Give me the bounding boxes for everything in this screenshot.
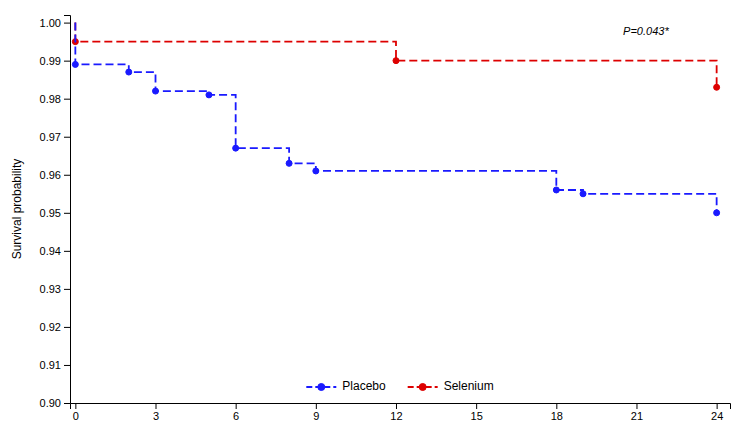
tick-label: 0.99: [40, 55, 61, 67]
tick-mark: [64, 61, 70, 62]
tick-label: 0.90: [40, 397, 61, 409]
tick-label: 0: [73, 410, 79, 422]
marker: [72, 61, 78, 67]
marker: [233, 145, 239, 151]
legend-item: Selenium: [408, 379, 494, 393]
tick-mark: [396, 403, 397, 409]
tick-label: 3: [153, 410, 159, 422]
tick-mark: [64, 23, 70, 24]
marks: [72, 23, 719, 216]
tick: 0: [73, 403, 79, 422]
tick-label: 0.97: [40, 131, 61, 143]
tick-mark: [64, 327, 70, 328]
marker: [553, 187, 559, 193]
marker: [206, 92, 212, 98]
legend-item: Placebo: [306, 379, 386, 393]
tick-label: 0.92: [40, 321, 61, 333]
tick: 24: [711, 403, 723, 422]
tick-mark: [64, 137, 70, 138]
tick: 0.99: [40, 55, 70, 67]
legend-label: Placebo: [342, 379, 386, 393]
tick-label: 1.00: [40, 17, 61, 29]
tick-mark: [64, 175, 70, 176]
marker: [714, 210, 720, 216]
chart: 036912151821240.900.910.920.930.940.950.…: [0, 0, 750, 438]
marker: [286, 160, 292, 166]
tick-label: 18: [551, 410, 563, 422]
tick-label: 0.98: [40, 93, 61, 105]
tick: 12: [390, 403, 402, 422]
tick-mark: [75, 403, 76, 409]
tick: 9: [313, 403, 319, 422]
tick-mark: [64, 99, 70, 100]
tick: 0.94: [40, 245, 70, 257]
tick: 0.96: [40, 169, 70, 181]
tick-mark: [156, 403, 157, 409]
tick-label: 21: [631, 410, 643, 422]
y-axis-title: Survival probability: [10, 159, 24, 260]
tick-label: 0.91: [40, 359, 61, 371]
tick-label: 0.95: [40, 207, 61, 219]
tick-mark: [556, 403, 557, 409]
tick: 0.90: [40, 397, 70, 409]
legend-swatch-marker: [419, 384, 426, 391]
plot-area: 036912151821240.900.910.920.930.940.950.…: [40, 16, 731, 422]
tick-mark: [64, 403, 70, 404]
marker: [126, 69, 132, 75]
tick-mark: [717, 403, 718, 409]
tick: 18: [551, 403, 563, 422]
tick: 0.93: [40, 283, 70, 295]
marker: [393, 58, 399, 64]
tick-label: 9: [313, 410, 319, 422]
tick-mark: [64, 251, 70, 252]
marker: [580, 191, 586, 197]
survival-line: [75, 23, 716, 88]
tick: 6: [233, 403, 239, 422]
axis-line: [64, 16, 71, 404]
y-axis: 0.90 0.91 0.92 0.93 0.94 0.95 0.96 0.97 0.98 0.99…: [40, 16, 71, 410]
legend-swatch-marker: [318, 384, 325, 391]
tick-mark: [316, 403, 317, 409]
tick-mark: [64, 365, 70, 366]
tick-label: 0.96: [40, 169, 61, 181]
series: [72, 23, 719, 91]
series: [72, 23, 719, 216]
survival-line: [75, 23, 716, 213]
tick: 21: [631, 403, 643, 422]
tick: 0.97: [40, 131, 70, 143]
tick-mark: [476, 403, 477, 409]
axis-line: [71, 404, 731, 410]
tick-label: 15: [471, 410, 483, 422]
tick-label: 24: [711, 410, 723, 422]
tick: 15: [471, 403, 483, 422]
x-axis: 0 3 6 9 12 15 18 21 24: [71, 403, 731, 422]
tick: 0.92: [40, 321, 70, 333]
legend: Placebo Selenium: [306, 379, 493, 393]
legend-label: Selenium: [444, 379, 494, 393]
tick: 0.91: [40, 359, 70, 371]
tick: 0.98: [40, 93, 70, 105]
annotation: P=0.043*: [623, 25, 669, 37]
tick-mark: [64, 213, 70, 214]
tick-mark: [636, 403, 637, 409]
tick-label: 12: [390, 410, 402, 422]
tick-label: 6: [233, 410, 239, 422]
tick: 0.95: [40, 207, 70, 219]
tick-label: 0.93: [40, 283, 61, 295]
tick-label: 0.94: [40, 245, 61, 257]
tick-mark: [236, 403, 237, 409]
marker: [313, 168, 319, 174]
tick: 3: [153, 403, 159, 422]
tick-mark: [64, 289, 70, 290]
marker: [153, 88, 159, 94]
tick: 1.00: [40, 17, 70, 29]
marker: [714, 84, 720, 90]
